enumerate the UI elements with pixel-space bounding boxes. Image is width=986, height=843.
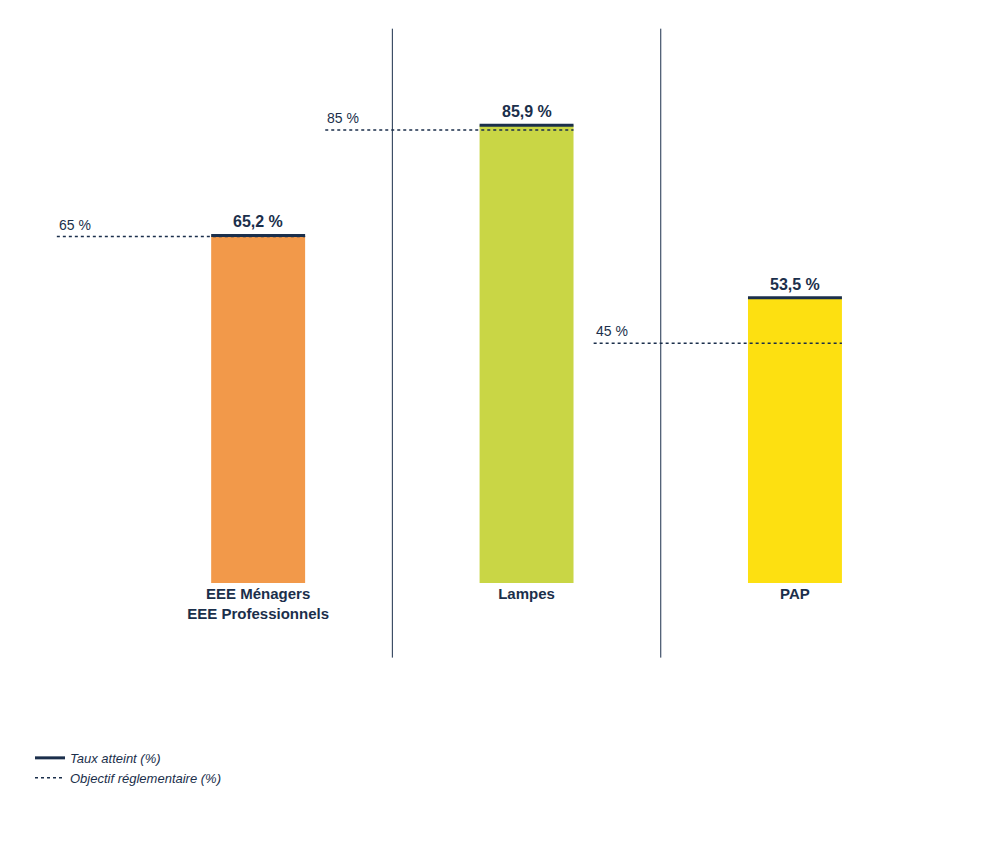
svg-text:53,5 %: 53,5 % xyxy=(770,276,820,293)
svg-text:85,9 %: 85,9 % xyxy=(502,103,552,120)
svg-text:PAP: PAP xyxy=(780,585,810,602)
svg-text:65,2 %: 65,2 % xyxy=(233,213,283,230)
svg-text:65 %: 65 % xyxy=(59,217,91,233)
svg-text:Objectif réglementaire (%): Objectif réglementaire (%) xyxy=(70,771,221,786)
svg-text:Taux atteint (%): Taux atteint (%) xyxy=(70,751,161,766)
svg-text:EEE MénagersEEE Professionnels: EEE MénagersEEE Professionnels xyxy=(187,585,329,622)
svg-text:85 %: 85 % xyxy=(327,110,359,126)
svg-text:Lampes: Lampes xyxy=(498,585,555,602)
svg-text:45 %: 45 % xyxy=(596,323,628,339)
